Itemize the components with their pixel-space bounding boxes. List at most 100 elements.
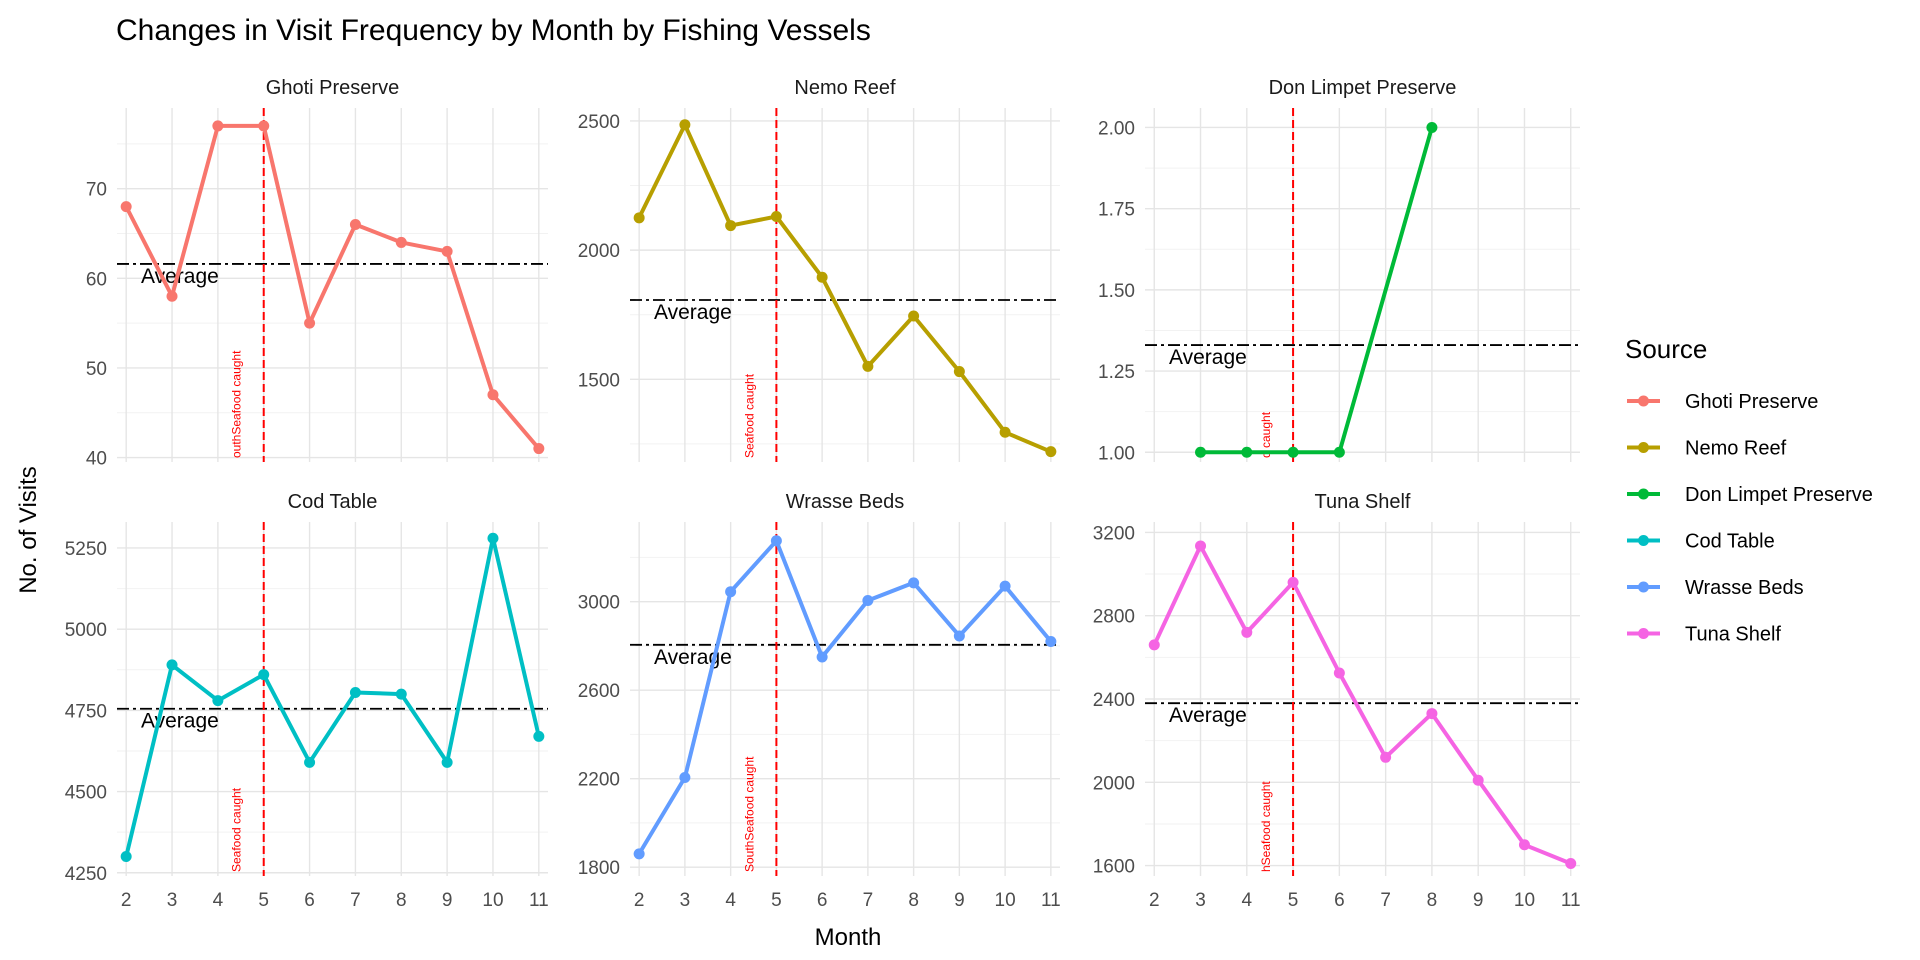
average-label: Average [141,710,219,733]
data-point [770,211,782,223]
panel-wrasse-beds: Wrasse Beds 1800 2200 2600 3000 2 3 4 5 6 7 8 9 10 11 A… [578,491,1061,911]
y-tick-label: 5250 [65,539,107,560]
y-tick-label: 60 [86,269,107,290]
panel-strip-label: Cod Table [288,491,378,513]
panel-strip-label: Don Limpet Preserve [1269,77,1457,99]
data-point [633,848,645,860]
data-point [725,586,737,598]
event-label: Seafood caught [742,373,756,458]
data-point [212,695,224,707]
data-point [1333,667,1345,679]
event-label: d caught [1259,411,1273,458]
data-point [770,535,782,547]
legend-key-point [1638,628,1649,639]
y-tick-label: 50 [86,359,107,380]
data-point [1426,121,1438,133]
x-tick-label: 8 [396,890,407,911]
data-point [908,577,920,589]
data-point [1195,540,1207,552]
y-tick-label: 4750 [65,701,107,722]
y-tick-label: 2800 [1093,607,1135,628]
x-tick-label: 11 [529,890,549,911]
y-tick-label: 2400 [1093,690,1135,711]
average-label: Average [1169,704,1247,727]
legend-label: Cod Table [1685,531,1775,553]
data-point [304,317,316,329]
panel-strip-label: Ghoti Preserve [266,77,399,99]
y-tick-label: 2200 [578,770,620,791]
series-line-ghoti-preserve [124,123,541,450]
y-tick-label: 1.75 [1098,200,1135,221]
y-tick-label: 3000 [578,593,620,614]
legend-item-tuna-shelf: Tuna Shelf [1627,624,1781,646]
series-line-nemo-reef [637,122,1052,454]
legend-label: Ghoti Preserve [1685,391,1818,413]
series-line-cod-table [124,536,541,857]
y-axis-title: No. of Visits [15,466,42,594]
chart-title: Changes in Visit Frequency by Month by F… [116,14,871,47]
data-point [349,687,361,699]
data-point [953,366,965,378]
data-point [487,389,499,401]
legend-key-point [1638,581,1649,593]
data-point [862,360,874,372]
data-point [120,201,132,213]
x-tick-label: 8 [1427,890,1438,911]
x-tick-label: 6 [1334,890,1345,911]
series-line-tuna-shelf [1152,543,1572,866]
data-point [1472,774,1484,786]
panel-strip-label: Wrasse Beds [786,491,905,513]
data-point [862,595,874,607]
event-label: Seafood caught [230,787,244,872]
legend-item-wrasse-beds: Wrasse Beds [1627,577,1804,599]
data-point [633,212,645,224]
y-tick-label: 2500 [578,112,620,133]
data-point [304,756,316,768]
x-tick-label: 8 [908,890,919,911]
panel-cod-table: Cod Table 4250 4500 4750 5000 5250 2 3 4 5 6 7 8 9 10 1… [65,491,549,911]
data-point [1426,708,1438,720]
data-point [1045,446,1057,458]
data-point [1148,639,1160,651]
data-point [258,120,270,132]
x-tick-label: 5 [258,890,269,911]
data-point [1045,635,1057,647]
y-tick-label: 2600 [578,681,620,702]
legend-key-point [1638,535,1649,546]
data-point [533,443,545,455]
x-tick-label: 10 [1514,890,1535,911]
panel-don-limpet-preserve: Don Limpet Preserve 1.00 1.25 1.50 1.75 2.00 A… [1098,77,1580,464]
data-point [953,630,965,642]
legend-item-ghoti-preserve: Ghoti Preserve [1627,391,1818,413]
y-tick-label: 2000 [1093,773,1135,794]
panel-strip-label: Nemo Reef [794,77,896,99]
series-line-wrasse-beds [637,538,1053,855]
x-tick-label: 6 [304,890,315,911]
data-point [166,290,178,302]
x-tick-label: 7 [350,890,361,911]
data-point [999,426,1011,438]
data-point [816,651,828,663]
x-tick-label: 11 [1041,890,1061,911]
data-point [679,119,691,131]
y-tick-label: 1.25 [1098,362,1135,383]
legend-item-nemo-reef: Nemo Reef [1627,438,1787,460]
average-label: Average [1169,346,1247,369]
x-tick-label: 5 [1288,890,1299,911]
data-point [212,120,224,132]
x-tick-label: 7 [1380,890,1391,911]
x-tick-label: 9 [954,890,965,911]
x-tick-label: 4 [1242,890,1253,911]
x-axis-title: Month [815,924,882,951]
y-tick-label: 1500 [578,370,620,391]
y-tick-label: 1600 [1093,857,1135,878]
data-point [395,236,407,248]
data-point [1380,751,1392,763]
event-label: outhSeafood caught [230,350,244,458]
x-tick-label: 10 [482,890,503,911]
legend-label: Tuna Shelf [1685,624,1781,646]
event-label: hSeafood caught [1259,781,1273,872]
data-point [487,532,499,544]
event-label: SouthSeafood caught [742,756,756,872]
data-point [395,688,407,700]
